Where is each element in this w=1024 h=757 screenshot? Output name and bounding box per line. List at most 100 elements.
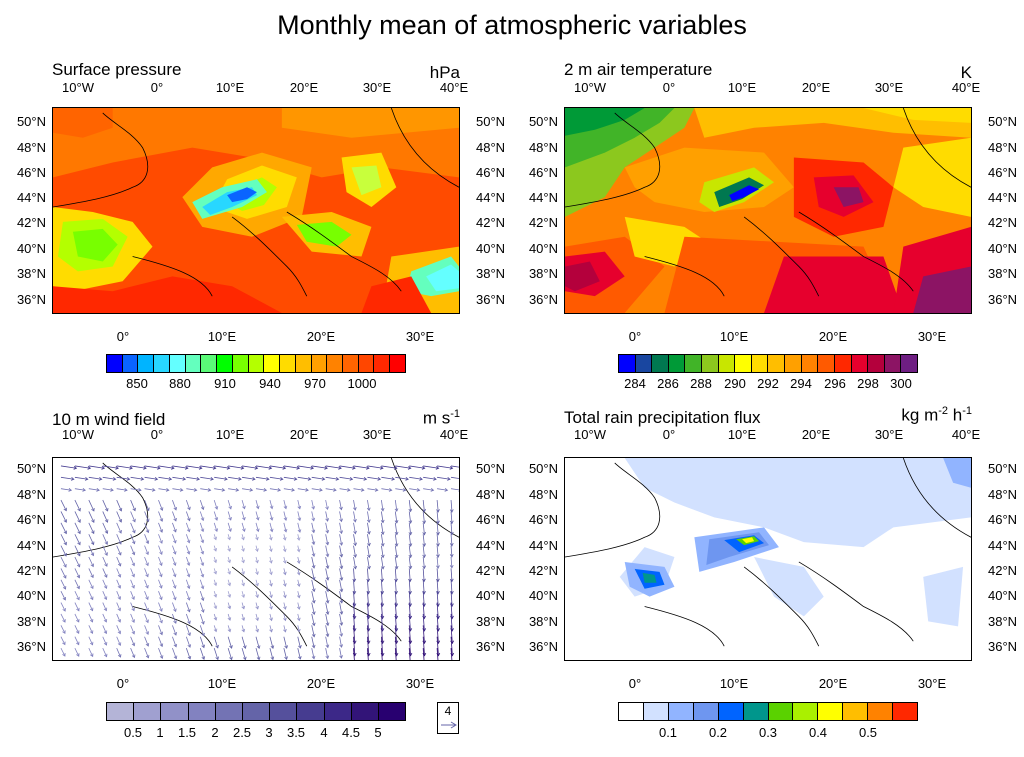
bottom-lon-tick: 30°E (917, 329, 947, 344)
wind-vector-head (311, 622, 316, 627)
wind-vector (102, 465, 119, 469)
wind-vector-head (77, 530, 81, 535)
wind-vector-head (311, 565, 316, 569)
top-lon-tick: 30°E (874, 427, 904, 442)
wind-vector (74, 602, 80, 611)
wind-vector-head (213, 570, 218, 575)
wind-vector (185, 556, 190, 566)
wind-vector (255, 499, 259, 509)
wind-vector (186, 488, 197, 491)
wind-vector-head (393, 466, 398, 470)
wind-vector (255, 545, 258, 552)
wind-vector (144, 613, 149, 623)
wind-vector-head (173, 655, 178, 660)
wind-vector (353, 648, 355, 660)
wind-vector (380, 579, 383, 594)
wind-vector-head (338, 466, 342, 470)
wind-vector-head (63, 530, 67, 535)
wind-vector-head (200, 517, 205, 522)
wind-vector-head (198, 466, 203, 470)
wind-vector-head (449, 509, 454, 513)
wind-vector (172, 636, 177, 647)
wind-vector (199, 647, 205, 660)
wind-vector-head (214, 506, 219, 510)
wind-vector-head (325, 655, 330, 660)
colorbar-swatch (358, 355, 375, 372)
wind-vector (394, 511, 398, 523)
wind-vector (394, 522, 398, 535)
colorbar-swatch (242, 703, 271, 720)
wind-vector (339, 625, 343, 637)
lat-tick-left: 50°N (16, 114, 46, 129)
wind-vector-head (117, 642, 122, 647)
wind-vector-head (436, 520, 440, 525)
wind-vector (353, 602, 356, 619)
wind-vector (269, 613, 273, 621)
wind-vector (116, 579, 121, 589)
wind-vector (297, 465, 314, 469)
wind-vector (283, 579, 286, 587)
wind-vector (130, 625, 135, 635)
wind-vector-head (200, 585, 205, 590)
wind-vector (185, 545, 190, 555)
wind-vector (297, 613, 300, 621)
wind-vector (60, 613, 66, 623)
wind-vector (353, 568, 355, 582)
wind-vector (130, 488, 142, 491)
wind-vector (450, 511, 453, 524)
wind-vector-head (449, 564, 454, 569)
wind-vector-head (311, 599, 316, 604)
wind-vector (380, 545, 384, 558)
wind-vector (395, 476, 409, 480)
wind-vector-head (228, 528, 232, 533)
wind-vector-head (214, 528, 219, 533)
wind-vector (380, 522, 384, 535)
colorbar-swatch (215, 703, 243, 720)
wind-vector-head (159, 529, 163, 533)
wind-vector (60, 476, 74, 480)
wind-vector (172, 465, 188, 469)
wind-vector (116, 488, 128, 491)
wind-vector-head (76, 618, 80, 623)
colorbar-label: 4 (320, 725, 328, 740)
wind-vector (158, 465, 174, 469)
wind-vector-head (325, 611, 330, 615)
wind-vector-head (339, 506, 343, 511)
wind-vector-head (186, 585, 191, 590)
wind-vector-head (87, 466, 92, 470)
wind-vector (450, 568, 453, 582)
wind-vector (199, 636, 205, 648)
wind-vector (325, 625, 329, 637)
wind-vector (436, 579, 439, 594)
wind-vector (227, 568, 231, 575)
wind-vector (381, 476, 395, 480)
wind-vector (408, 568, 411, 582)
wind-vector (437, 465, 453, 469)
wind-vector-head (63, 541, 67, 546)
wind-vector (74, 647, 80, 657)
colorbar-swatch (668, 703, 694, 720)
wind-vector-head (103, 642, 108, 646)
panel-title-wind-field: 10 m wind field (52, 410, 166, 429)
wind-vector (408, 522, 412, 535)
lat-tick-left: 42°N (528, 563, 558, 578)
lat-tick-left: 36°N (16, 292, 46, 307)
wind-vector (408, 556, 412, 569)
colorbar-swatch (201, 355, 218, 372)
wind-vector (450, 488, 459, 491)
wind-vector (199, 579, 204, 589)
wind-vector-head (215, 656, 219, 660)
colorbar-swatch (154, 355, 170, 372)
wind-vector (213, 545, 217, 552)
wind-vector (241, 556, 245, 563)
colorbar-label: 0.4 (808, 725, 828, 740)
colorbar-swatch (134, 703, 162, 720)
wind-vector-head (187, 632, 191, 637)
wind-vector (367, 534, 370, 546)
wind-vector-head (367, 531, 371, 535)
wind-vector (437, 476, 451, 480)
wind-vector-head (256, 656, 261, 660)
wind-vector-head (333, 488, 337, 492)
wind-vector-head (256, 645, 261, 650)
wind-vector-head (436, 531, 440, 536)
